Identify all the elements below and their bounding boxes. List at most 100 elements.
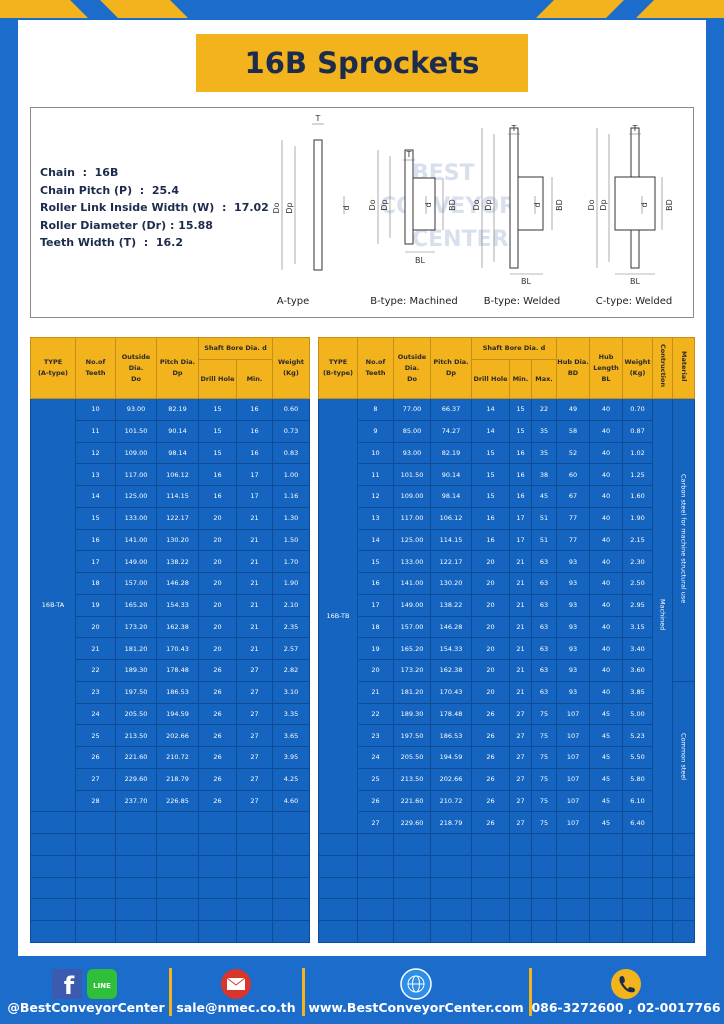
empty-cell	[156, 854, 199, 878]
empty-cell	[318, 898, 358, 921]
data-cell: 10	[357, 441, 394, 465]
data-cell: 26	[471, 767, 510, 791]
data-cell: 12	[357, 485, 394, 508]
data-cell: 4.60	[272, 789, 310, 813]
data-cell: 26	[357, 789, 394, 813]
data-row: 11 101.50 90.14 15 16 0.73	[31, 419, 310, 443]
empty-cell	[357, 920, 394, 943]
data-cell: 40	[589, 463, 624, 486]
data-cell: 21	[509, 572, 532, 595]
data-cell: 1.00	[272, 463, 310, 486]
data-cell: 75	[530, 767, 558, 791]
data-cell: 16	[75, 528, 116, 552]
data-row: 19 165.20 154.33 20 21 2.10	[31, 593, 310, 617]
header-line: (Kg)	[629, 369, 646, 377]
data-cell: 63	[530, 550, 558, 573]
empty-cell	[556, 920, 591, 943]
empty-cell	[622, 833, 654, 856]
empty-cell	[30, 898, 76, 921]
header-line: Pitch Dia.	[433, 358, 469, 366]
data-cell: 63	[530, 615, 558, 639]
data-row: 24 205.50 194.59 26 27 3.35	[31, 702, 310, 726]
diagram-caption: B-type: Machined	[370, 296, 458, 307]
empty-row	[30, 898, 310, 921]
data-cell: 213.50	[115, 724, 157, 747]
empty-cell	[393, 854, 431, 878]
data-cell: 40	[589, 506, 624, 530]
data-row: 27 229.60 218.79 26 27 75 107 45 6.40	[319, 811, 695, 834]
column-header: Weight (Kg)	[622, 337, 654, 399]
data-cell: 93	[556, 659, 591, 682]
table-head: TYPE (B-type) No.of Teeth Outside Dia. Do Pitch…	[318, 337, 696, 399]
data-cell: 1.50	[272, 528, 310, 552]
data-cell: 0.73	[272, 419, 310, 443]
empty-cell	[198, 833, 237, 856]
data-cell: 17	[236, 485, 273, 508]
data-cell: 2.30	[622, 550, 654, 573]
empty-row	[30, 876, 310, 900]
data-cell: 16	[509, 485, 532, 508]
data-cell: 178.48	[430, 702, 472, 726]
data-cell: 146.28	[156, 572, 199, 595]
data-cell: 1.70	[272, 550, 310, 573]
data-cell: 21	[357, 680, 394, 704]
empty-cell	[236, 898, 273, 921]
data-cell: 18	[75, 572, 116, 595]
data-cell: 27	[236, 724, 273, 747]
empty-cell	[236, 854, 273, 878]
data-cell: 75	[530, 724, 558, 747]
empty-cell	[430, 833, 472, 856]
data-cell: 138.22	[156, 550, 199, 573]
data-cell: 125.00	[115, 485, 157, 508]
empty-cell	[509, 920, 532, 943]
data-cell: 21	[236, 528, 273, 552]
data-cell: 17	[236, 463, 273, 486]
data-cell: 26	[471, 811, 510, 834]
data-cell: 20	[471, 680, 510, 704]
column-header: Contruction	[652, 337, 674, 399]
column-header: Hub Length BL	[589, 337, 624, 399]
header-row: TYPE (A-type) No.of Teeth Outside Dia. Do Pitch…	[30, 337, 310, 399]
data-row: 20 173.20 162.38 20 21 2.35	[31, 615, 310, 639]
empty-cell	[652, 854, 674, 878]
column-header: Outside Dia. Do	[393, 337, 431, 399]
data-cell: 35	[530, 419, 558, 443]
data-cell: 19	[357, 637, 394, 660]
header-line: Do	[407, 374, 417, 383]
data-cell: 16	[198, 485, 237, 508]
header-line: Dp	[172, 369, 183, 377]
empty-cell	[393, 898, 431, 921]
empty-cell	[30, 920, 76, 943]
data-row: 28 237.70 226.85 26 27 4.60	[31, 789, 310, 813]
header-line: Pitch Dia.	[159, 358, 196, 366]
data-row: 12 109.00 98.14 15 16 45 67 40 1.60	[319, 485, 695, 508]
header-line: Teeth	[85, 369, 106, 377]
empty-cell	[589, 898, 624, 921]
data-cell: 40	[589, 680, 624, 704]
data-cell: 38	[530, 463, 558, 486]
data-cell: 45	[589, 746, 624, 769]
data-cell: 162.38	[156, 615, 199, 639]
data-cell: 2.95	[622, 593, 654, 617]
data-cell: 63	[530, 572, 558, 595]
spec-line: Roller Diameter (Dr) : 15.88	[40, 218, 213, 232]
data-cell: 109.00	[393, 485, 431, 508]
data-cell: 173.20	[393, 659, 431, 682]
header-line: Length	[593, 363, 619, 372]
empty-cell	[530, 854, 558, 878]
data-cell: 2.35	[272, 615, 310, 639]
data-cell: 157.00	[393, 615, 431, 639]
data-cell: 24	[357, 746, 394, 769]
empty-cell	[622, 898, 654, 921]
empty-cell	[589, 854, 624, 878]
footer-website: www.BestConveyorCenter.com	[308, 1000, 524, 1015]
header-line: Dia.	[128, 363, 144, 372]
dim-label: d	[342, 205, 351, 210]
data-cell: 40	[589, 528, 624, 552]
empty-cell	[156, 920, 199, 943]
data-cell: 133.00	[393, 550, 431, 573]
data-cell: 2.82	[272, 659, 310, 682]
header-line: Dia.	[404, 363, 420, 372]
data-cell: 93	[556, 593, 591, 617]
